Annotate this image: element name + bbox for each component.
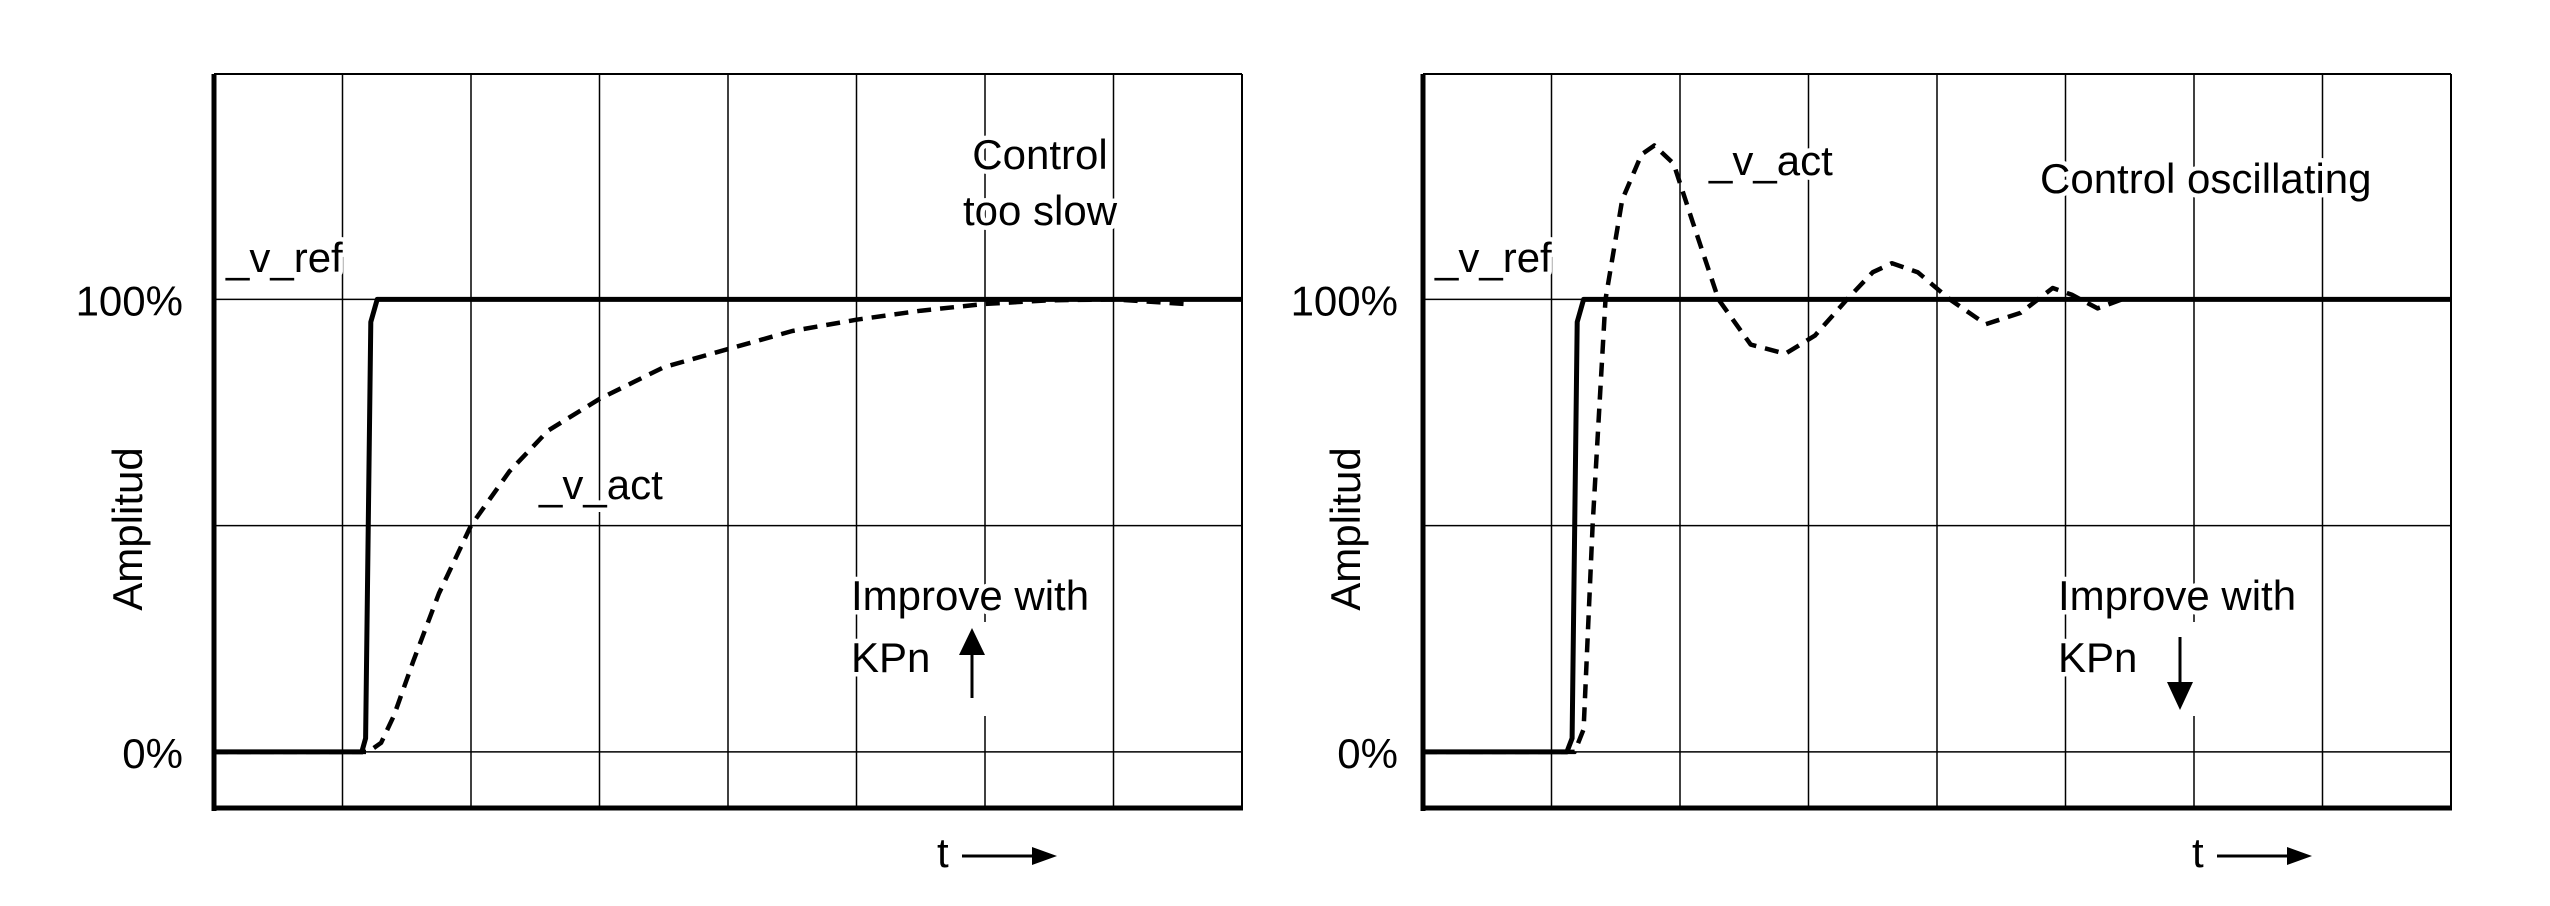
y-tick-label: 100%	[1291, 277, 1398, 324]
y-axis-label: Amplitud	[1322, 447, 1369, 610]
annotation-title: Control	[972, 131, 1107, 178]
series-label: _v_ref	[225, 234, 343, 281]
annotation-hint: Improve with	[851, 572, 1089, 619]
annotation-hint: Improve with	[2058, 572, 2296, 619]
x-axis-label: t	[2192, 829, 2204, 876]
x-axis-arrow-head-icon	[1032, 847, 1057, 865]
annotation-hint: KPn	[2058, 634, 2137, 681]
series-label: _v_ref	[1434, 234, 1552, 281]
chart-panel-1: 0% 100% Amplitud t _v_ref _v_act Control too sl…	[71, 73, 1243, 881]
series-label: _v_act	[538, 461, 663, 508]
arrow-up-icon	[959, 628, 985, 655]
x-axis-arrow-head-icon	[2287, 847, 2312, 865]
y-axis-label: Amplitud	[104, 447, 151, 610]
y-tick-label: 100%	[76, 277, 183, 324]
annotation-title: too slow	[963, 187, 1118, 234]
annotation-title: Control oscillating	[2040, 155, 2372, 202]
series-line-vact	[1423, 143, 2123, 755]
annotation-hint: KPn	[851, 634, 930, 681]
y-tick-label: 0%	[1337, 730, 1398, 777]
x-axis-label: t	[937, 829, 949, 876]
y-tick-label: 0%	[122, 730, 183, 777]
series-line-vact	[214, 297, 1185, 755]
series-label: _v_act	[1708, 137, 1833, 184]
chart-panel-2: 0% 100% Amplitud t _v_ref _v_act Control oscil…	[1286, 73, 2452, 881]
arrow-down-icon	[2167, 682, 2193, 710]
